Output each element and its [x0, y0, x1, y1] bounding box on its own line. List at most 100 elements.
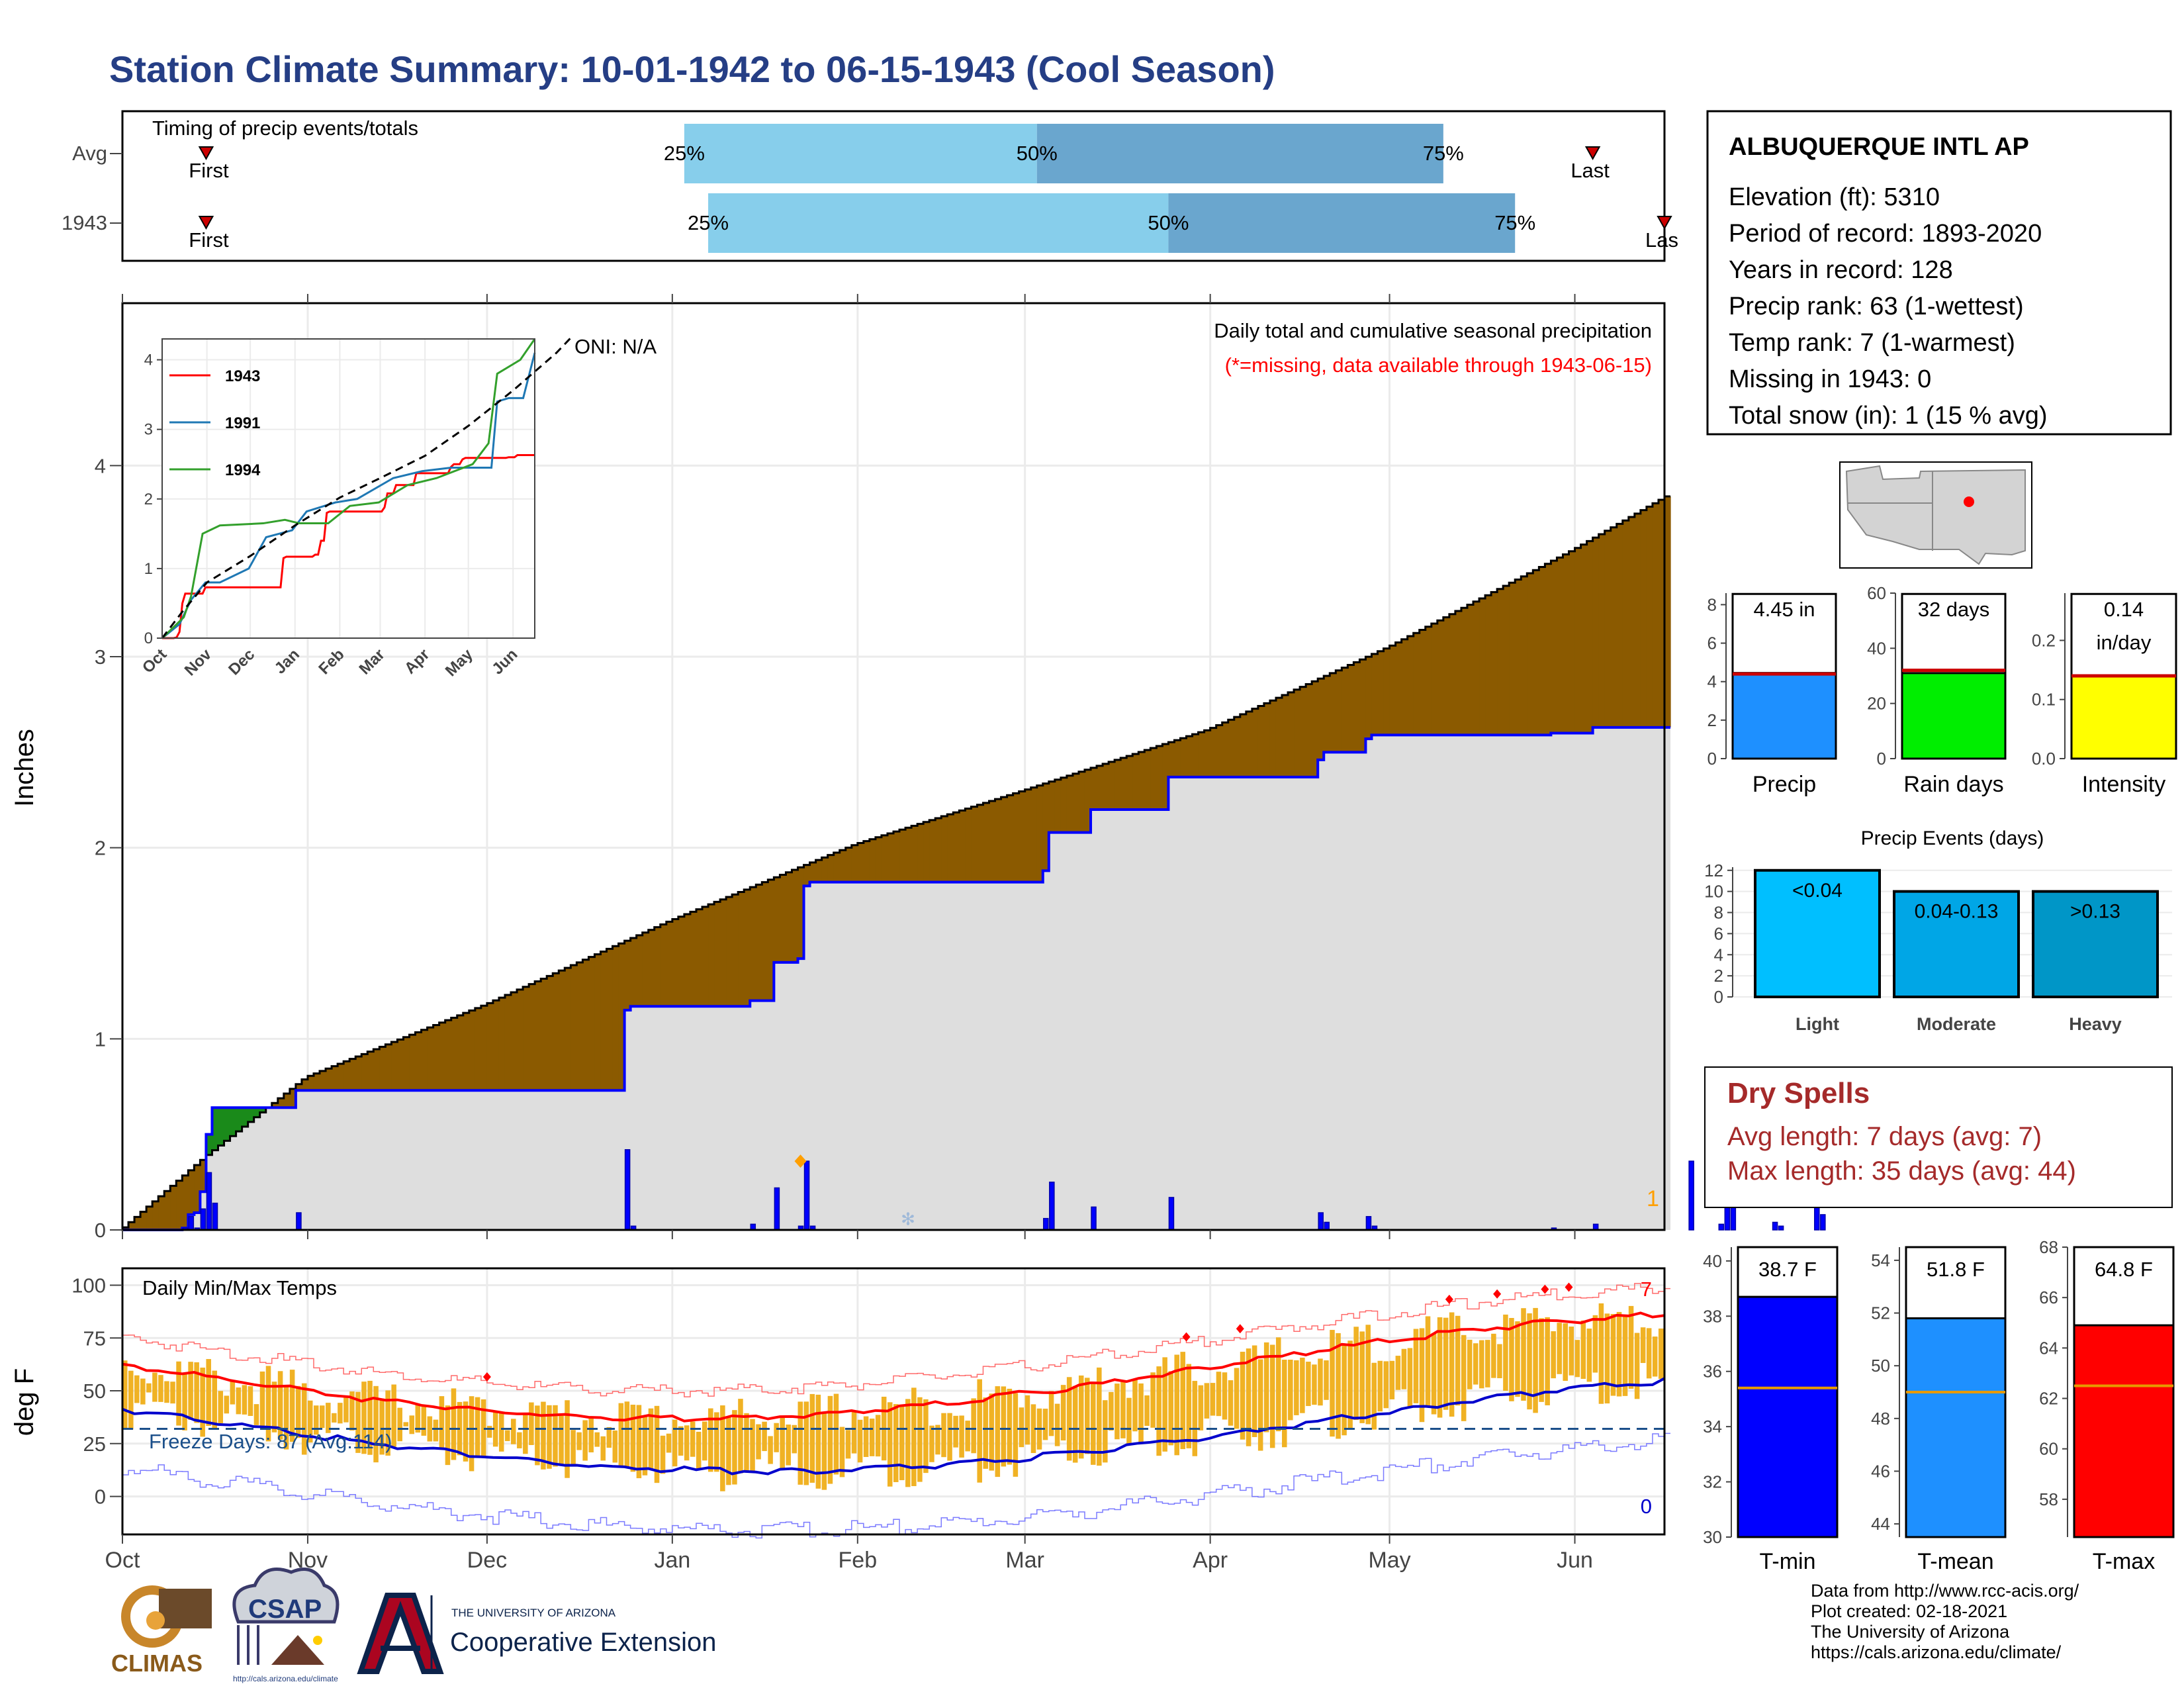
- deficit-band: [1437, 620, 1444, 735]
- daily-temp-bar: [684, 1425, 690, 1461]
- daily-temp-bar: [953, 1415, 958, 1448]
- deficit-band: [313, 1073, 320, 1091]
- deficit-band: [1604, 530, 1612, 727]
- deficit-band: [373, 1049, 380, 1091]
- record-high-marker: [1182, 1332, 1191, 1342]
- deficit-band: [409, 1035, 416, 1091]
- daily-temp-bar: [636, 1405, 642, 1479]
- deficit-band: [427, 1027, 434, 1091]
- deficit-band: [714, 902, 721, 1007]
- temp-summary-ytick-label: 68: [2039, 1237, 2058, 1257]
- daily-temp-bar: [905, 1399, 911, 1487]
- daily-temp-bar: [833, 1393, 839, 1475]
- daily-temp-bar: [612, 1430, 618, 1463]
- daily-temp-bar: [588, 1417, 594, 1453]
- cumulative-average-line: [122, 495, 1671, 1229]
- daily-temp-bar: [570, 1430, 576, 1466]
- deficit-band: [1443, 617, 1450, 735]
- deficit-band: [1186, 736, 1193, 777]
- deficit-band: [1294, 689, 1300, 777]
- precip-note: Daily total and cumulative seasonal prec…: [1214, 319, 1652, 342]
- deficit-band: [397, 1039, 404, 1091]
- daily-temp-bar: [547, 1405, 552, 1469]
- deficit-band: [439, 1022, 446, 1091]
- events-ytick-label: 10: [1704, 882, 1723, 902]
- month-label: Apr: [1193, 1548, 1228, 1573]
- daily-temp-bar: [182, 1373, 187, 1430]
- month-label: Mar: [1005, 1548, 1044, 1573]
- daily-temp-bar: [194, 1362, 199, 1423]
- daily-temp-bar: [271, 1382, 277, 1432]
- summary-ytick-label: 20: [1867, 694, 1886, 714]
- deficit-band: [1240, 714, 1247, 777]
- ua-logo-small-text: THE UNIVERSITY OF ARIZONA: [451, 1607, 616, 1619]
- deficit-band: [1030, 787, 1038, 882]
- daily-temp-bar: [941, 1413, 946, 1458]
- daily-temp-bar: [1359, 1331, 1365, 1423]
- deficit-band: [517, 989, 523, 1091]
- daily-temp-bar: [248, 1386, 253, 1417]
- deficit-band: [738, 892, 745, 1007]
- footer-line: https://cals.arizona.edu/climate/: [1811, 1642, 2062, 1662]
- daily-temp-bar: [1168, 1371, 1173, 1446]
- daily-precip-bar: [1820, 1214, 1826, 1231]
- deficit-band: [565, 968, 571, 1091]
- deficit-band: [134, 1217, 141, 1230]
- daily-temp-bar: [929, 1425, 934, 1462]
- daily-temp-bar: [1180, 1352, 1186, 1450]
- deficit-band: [1467, 604, 1474, 735]
- daily-temp-bar: [1342, 1345, 1347, 1436]
- deficit-band: [1628, 517, 1635, 727]
- daily-precip-bar: [1091, 1206, 1097, 1231]
- daily-temp-bar: [1515, 1321, 1520, 1397]
- daily-temp-bar: [977, 1379, 982, 1483]
- footer-line: Data from http://www.rcc-acis.org/: [1811, 1581, 2079, 1601]
- events-ytick-label: 8: [1714, 903, 1723, 923]
- daily-temp-bar: [469, 1396, 475, 1472]
- deficit-band: [732, 894, 739, 1007]
- csap-url: http://cals.arizona.edu/climate: [233, 1674, 338, 1683]
- daily-temp-bar: [170, 1382, 175, 1404]
- deficit-band: [1330, 673, 1336, 753]
- deficit-band: [1551, 560, 1558, 733]
- deficit-band: [1473, 601, 1480, 735]
- daily-temp-bar: [1497, 1344, 1502, 1378]
- deficit-band: [1586, 541, 1594, 733]
- daily-temp-bar: [1503, 1314, 1508, 1391]
- daily-temp-bar: [983, 1397, 988, 1469]
- deficit-band: [194, 1165, 201, 1213]
- deficit-band: [917, 823, 924, 882]
- deficit-band: [815, 860, 823, 882]
- daily-temp-bar: [845, 1430, 851, 1459]
- deficit-band: [1162, 744, 1169, 810]
- deficit-band: [1168, 742, 1175, 777]
- daily-temp-bar: [1610, 1313, 1616, 1396]
- surplus-band: [248, 1107, 255, 1122]
- oni-label: ONI: N/A: [574, 335, 657, 358]
- deficit-band: [1048, 781, 1056, 833]
- deficit-band: [367, 1051, 374, 1091]
- temp-summary-value: 64.8 F: [2095, 1258, 2153, 1281]
- deficit-band: [797, 867, 805, 959]
- timing-pct-75: 75%: [1494, 211, 1535, 234]
- temperature-panel: Freeze Days: 87 (Avg:114) Daily Min/Max T…: [10, 1267, 1671, 1573]
- timing-last-label: Last: [1570, 159, 1610, 182]
- daily-temp-bar: [618, 1403, 624, 1466]
- daily-temp-bar: [361, 1382, 367, 1454]
- daily-precip-bar: [803, 1160, 810, 1231]
- precip-ytick-label: 3: [95, 645, 106, 669]
- temp-frame: [121, 1267, 1666, 1536]
- daily-temp-bar: [236, 1387, 242, 1415]
- deficit-band: [457, 1015, 464, 1091]
- temp-summary-ytick-label: 40: [1703, 1251, 1722, 1271]
- daily-temp-bar: [1634, 1333, 1640, 1399]
- summary-ytick-label: 2: [1707, 710, 1717, 730]
- daily-temp-bar: [863, 1416, 869, 1457]
- daily-temp-bar: [439, 1396, 445, 1449]
- daily-temp-bar: [164, 1381, 169, 1403]
- daily-temp-bar: [421, 1407, 427, 1436]
- deficit-band: [1192, 734, 1199, 777]
- deficit-band: [486, 1003, 494, 1091]
- daily-temp-bar: [559, 1415, 564, 1465]
- deficit-band: [1413, 633, 1420, 735]
